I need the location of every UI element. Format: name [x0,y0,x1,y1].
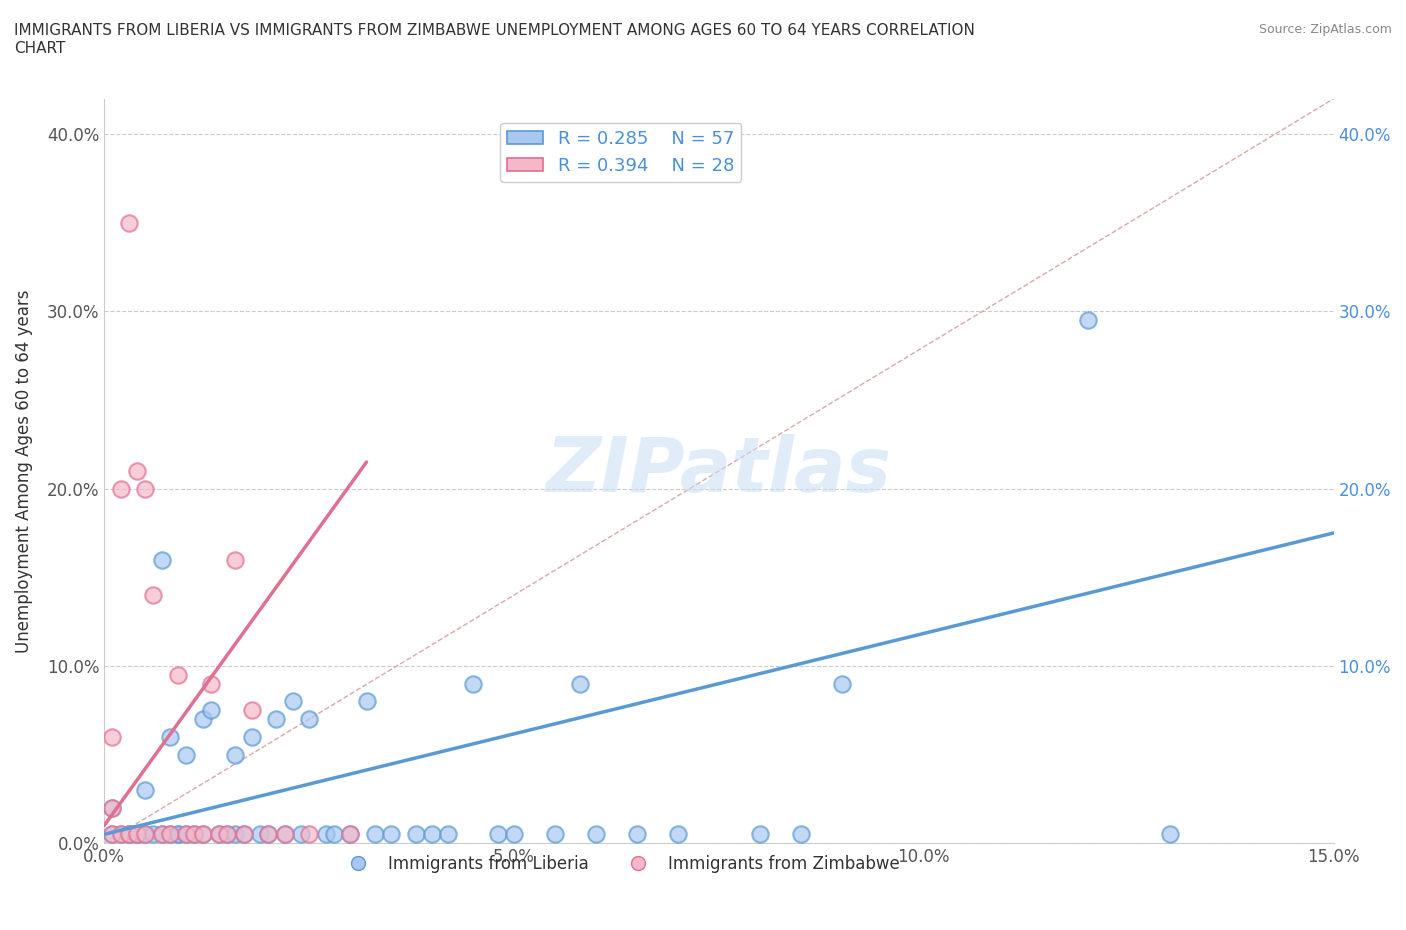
Point [174,747,197,762]
Point [125,463,148,478]
Point [626,827,648,842]
Point [273,827,295,842]
Point [544,827,567,842]
Point [208,827,231,842]
Point [666,827,689,842]
Point [134,782,156,797]
Point [134,827,156,842]
Point [110,827,132,842]
Point [183,827,205,842]
Point [200,703,222,718]
Point [174,827,197,842]
Point [118,827,141,842]
Point [224,827,246,842]
Point [142,827,165,842]
Point [831,676,853,691]
Point [748,827,770,842]
Point [232,827,254,842]
Point [257,827,280,842]
Point [224,552,246,567]
Point [266,711,288,726]
Point [1077,312,1099,327]
Point [240,729,263,744]
Point [217,827,239,842]
Legend: Immigrants from Liberia, Immigrants from Zimbabwe: Immigrants from Liberia, Immigrants from… [335,848,907,880]
Y-axis label: Unemployment Among Ages 60 to 64 years: Unemployment Among Ages 60 to 64 years [15,289,32,653]
Point [217,827,239,842]
Point [159,827,181,842]
Point [273,827,295,842]
Point [339,827,361,842]
Point [257,827,280,842]
Point [101,827,124,842]
Point [790,827,813,842]
Point [208,827,231,842]
Point [298,711,321,726]
Point [224,747,246,762]
Text: IMMIGRANTS FROM LIBERIA VS IMMIGRANTS FROM ZIMBABWE UNEMPLOYMENT AMONG AGES 60 T: IMMIGRANTS FROM LIBERIA VS IMMIGRANTS FR… [14,23,974,56]
Text: Source: ZipAtlas.com: Source: ZipAtlas.com [1258,23,1392,36]
Point [380,827,402,842]
Point [191,827,214,842]
Point [167,827,190,842]
Point [339,827,361,842]
Point [101,801,124,816]
Point [101,729,124,744]
Point [101,801,124,816]
Point [191,827,214,842]
Point [134,827,156,842]
Point [167,827,190,842]
Point [486,827,509,842]
Point [420,827,443,842]
Point [290,827,312,842]
Point [110,481,132,496]
Point [150,827,173,842]
Point [167,668,190,683]
Point [174,827,197,842]
Point [125,827,148,842]
Point [191,711,214,726]
Point [150,827,173,842]
Point [118,216,141,231]
Point [200,676,222,691]
Point [585,827,607,842]
Point [249,827,271,842]
Point [150,552,173,567]
Point [118,827,141,842]
Point [142,588,165,603]
Point [101,827,124,842]
Point [437,827,460,842]
Point [159,827,181,842]
Point [110,827,132,842]
Text: ZIPatlas: ZIPatlas [546,434,891,508]
Point [503,827,526,842]
Point [159,729,181,744]
Point [118,827,141,842]
Point [240,703,263,718]
Point [568,676,591,691]
Point [134,481,156,496]
Point [125,827,148,842]
Point [1159,827,1181,842]
Point [315,827,337,842]
Point [298,827,321,842]
Point [405,827,427,842]
Point [364,827,387,842]
Point [125,827,148,842]
Point [461,676,484,691]
Point [281,694,304,709]
Point [183,827,205,842]
Point [322,827,344,842]
Point [356,694,378,709]
Point [232,827,254,842]
